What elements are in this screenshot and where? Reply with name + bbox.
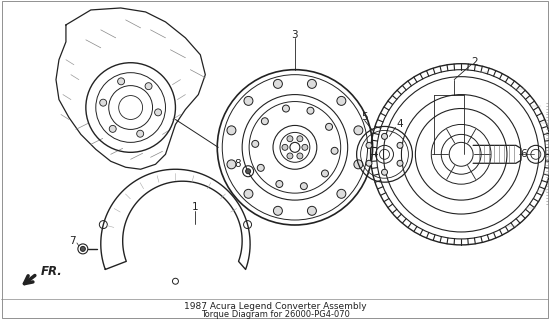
Circle shape [276,180,283,188]
Circle shape [244,189,253,198]
Circle shape [331,147,338,154]
Circle shape [244,96,253,105]
Circle shape [297,153,303,159]
Circle shape [326,123,333,130]
Circle shape [273,206,282,215]
Circle shape [382,133,388,140]
Circle shape [322,170,328,177]
Circle shape [145,83,152,90]
Text: 2: 2 [471,57,477,67]
Text: 5: 5 [361,112,368,123]
Circle shape [300,183,307,190]
Circle shape [155,109,162,116]
Circle shape [307,79,316,88]
Circle shape [282,144,288,150]
Circle shape [118,78,125,85]
Circle shape [109,125,116,132]
Circle shape [252,140,258,147]
Circle shape [337,189,346,198]
Circle shape [307,206,316,215]
Circle shape [80,246,85,252]
Circle shape [261,118,268,125]
Circle shape [382,169,388,175]
Circle shape [337,96,346,105]
Circle shape [302,144,308,150]
Circle shape [397,142,403,148]
Circle shape [366,142,372,148]
Circle shape [354,160,363,169]
Circle shape [257,164,264,171]
Circle shape [366,160,372,166]
Circle shape [246,169,251,174]
Circle shape [290,142,300,152]
Circle shape [307,107,314,114]
Text: 1: 1 [192,202,199,212]
Text: 8: 8 [234,159,240,169]
Circle shape [273,79,282,88]
Text: Torque Diagram for 26000-PG4-070: Torque Diagram for 26000-PG4-070 [201,310,349,319]
Circle shape [287,136,293,142]
Circle shape [283,105,289,112]
Circle shape [137,130,144,137]
Circle shape [227,160,236,169]
Circle shape [100,99,107,106]
Text: 1987 Acura Legend Converter Assembly: 1987 Acura Legend Converter Assembly [184,302,366,311]
Text: FR.: FR. [41,265,63,278]
Text: 7: 7 [70,236,76,246]
Circle shape [227,126,236,135]
Text: 4: 4 [396,119,403,130]
Circle shape [397,160,403,166]
Text: 3: 3 [292,30,298,40]
Circle shape [297,136,303,142]
Circle shape [287,153,293,159]
Circle shape [354,126,363,135]
Text: 6: 6 [521,149,527,159]
